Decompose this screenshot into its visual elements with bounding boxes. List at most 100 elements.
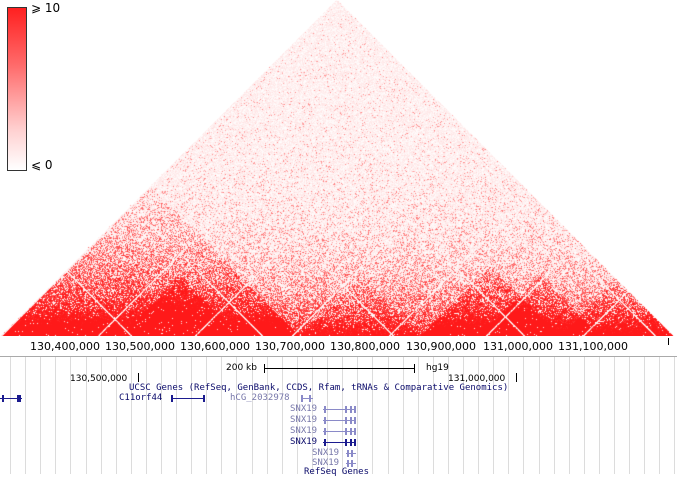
gene-body-c11orf44[interactable]: [171, 398, 205, 399]
gene-body-hcg-2032978[interactable]: [301, 398, 313, 399]
coord-tick-label: 130,600,000: [180, 340, 250, 353]
gene-exon: [203, 395, 205, 402]
grid-line: [236, 357, 237, 474]
grid-line: [523, 357, 524, 474]
grid-line: [599, 357, 600, 474]
gene-exon: [324, 406, 326, 413]
gene-exon: [17, 395, 21, 402]
genome-browser-panel: 200 kb hg19 130,500,000 131,000,000 UCSC…: [0, 356, 677, 477]
gene-body-snx19[interactable]: [323, 442, 355, 443]
coord-tick-label: 130,900,000: [406, 340, 476, 353]
ucsc-genes-track-title[interactable]: UCSC Genes (RefSeq, GenBank, CCDS, Rfam,…: [129, 383, 509, 393]
gene-label-snx19[interactable]: SNX19: [290, 426, 318, 436]
grid-line: [297, 357, 298, 474]
grid-line: [146, 357, 147, 474]
gene-label-snx19[interactable]: SNX19: [290, 437, 318, 447]
grid-line: [176, 357, 177, 474]
grid-line: [131, 357, 132, 474]
gene-exon: [171, 395, 173, 402]
grid-line: [40, 357, 41, 474]
gene-exon: [345, 417, 347, 424]
coord-tick-label: 131,100,000: [558, 340, 628, 353]
gene-exon: [347, 460, 349, 467]
gene-label-snx19[interactable]: SNX19: [290, 404, 318, 414]
grid-line: [206, 357, 207, 474]
gene-exon: [350, 439, 352, 446]
grid-line: [388, 357, 389, 474]
grid-line: [116, 357, 117, 474]
scale-bar-label: 200 kb: [226, 363, 257, 373]
grid-line: [433, 357, 434, 474]
legend-max-label: ⩾ 10: [31, 1, 61, 15]
gene-exon: [345, 439, 347, 446]
coord-tick-label: 130,500,000: [105, 340, 175, 353]
gene-body-snx19[interactable]: [323, 409, 355, 410]
scale-bar-left-tick: [264, 364, 265, 373]
grid-line: [539, 357, 540, 474]
gene-exon: [350, 428, 352, 435]
gene-exon: [301, 395, 303, 402]
gene-label-snx19[interactable]: SNX19: [290, 415, 318, 425]
grid-line: [569, 357, 570, 474]
grid-line: [282, 357, 283, 474]
refseq-genes-track-title[interactable]: RefSeq Genes: [304, 467, 370, 477]
gene-exon: [354, 417, 356, 424]
grid-line: [614, 357, 615, 474]
grid-line: [403, 357, 404, 474]
gene-body-snx19[interactable]: [323, 420, 355, 421]
grid-line: [191, 357, 192, 474]
grid-line: [327, 357, 328, 474]
gene-exon: [345, 428, 347, 435]
gene-body[interactable]: [0, 398, 22, 399]
gene-exon: [354, 406, 356, 413]
scale-bar-right-tick: [414, 364, 415, 373]
gene-label-c11orf44[interactable]: C11orf44: [119, 393, 163, 403]
grid-line: [55, 357, 56, 474]
position-tick-left: [138, 373, 139, 382]
grid-line: [221, 357, 222, 474]
position-tick-right: [516, 373, 517, 382]
scale-bar-line: [264, 368, 414, 369]
gene-exon: [351, 450, 353, 457]
grid-line: [252, 357, 253, 474]
gene-exon: [354, 428, 356, 435]
gene-label-hcg-2032978[interactable]: hCG_2032978: [230, 393, 290, 403]
legend-min-label: ⩽ 0: [31, 158, 53, 172]
genomic-coordinate-axis: 130,400,000 130,500,000 130,600,000 130,…: [0, 336, 677, 356]
grid-line: [554, 357, 555, 474]
grid-line: [493, 357, 494, 474]
grid-line: [86, 357, 87, 474]
gene-exon: [345, 406, 347, 413]
grid-line: [372, 357, 373, 474]
coord-tick-label: 131,000,000: [483, 340, 553, 353]
gene-exon: [324, 428, 326, 435]
grid-line: [267, 357, 268, 474]
gene-label-snx19[interactable]: SNX19: [312, 448, 340, 458]
gene-exon: [351, 460, 353, 467]
grid-line: [70, 357, 71, 474]
gene-label-snx19[interactable]: SNX19: [312, 458, 340, 468]
position-label-right: 131,000,000: [448, 374, 506, 384]
coord-tick-label: 130,800,000: [330, 340, 400, 353]
grid-line: [342, 357, 343, 474]
gene-exon: [347, 450, 349, 457]
grid-line: [10, 357, 11, 474]
grid-line: [357, 357, 358, 474]
coord-tick-label: 130,400,000: [30, 340, 100, 353]
coord-tick-label: 130,700,000: [255, 340, 325, 353]
gene-exon: [309, 395, 311, 402]
grid-line: [463, 357, 464, 474]
grid-line: [161, 357, 162, 474]
color-scale-legend: [7, 7, 27, 171]
gene-exon: [324, 439, 326, 446]
grid-line: [508, 357, 509, 474]
grid-line: [629, 357, 630, 474]
hic-heatmap-triangle: [0, 0, 677, 336]
gene-body-snx19[interactable]: [323, 431, 355, 432]
gene-exon: [2, 395, 4, 402]
grid-line: [644, 357, 645, 474]
grid-line: [101, 357, 102, 474]
grid-line: [448, 357, 449, 474]
gene-exon: [324, 417, 326, 424]
assembly-label: hg19: [426, 363, 449, 373]
